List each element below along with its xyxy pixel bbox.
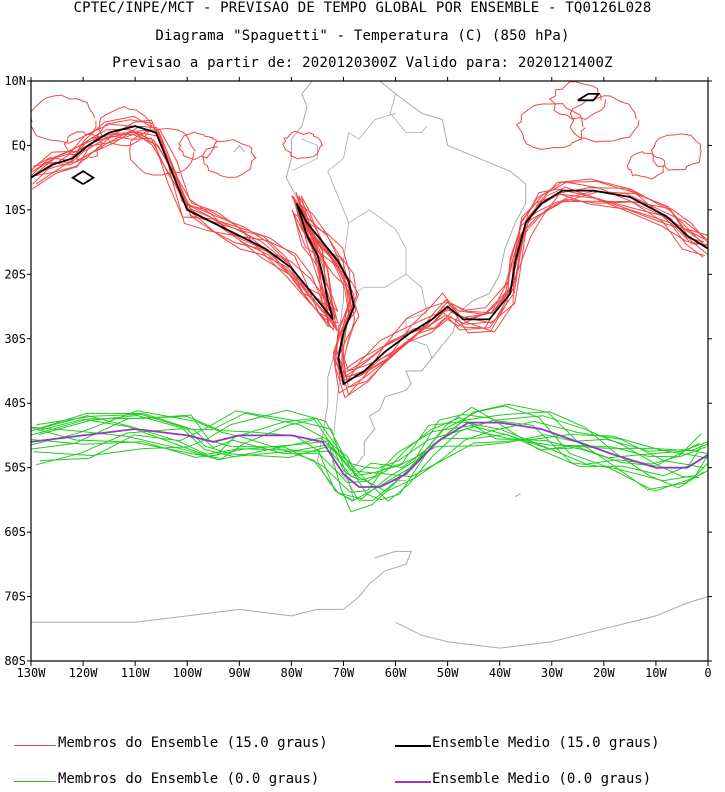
- chart-title-line-3: Previsao a partir de: 2020120300Z Valido…: [112, 55, 613, 71]
- ensemble-member-0-line: [33, 409, 704, 501]
- x-axis-tick-label: 0: [704, 666, 711, 680]
- ensemble-member-15-contour: [516, 103, 586, 150]
- ensemble-member-15-line: [33, 130, 708, 379]
- y-axis-tick-label: 30S: [4, 332, 26, 346]
- x-axis-tick-label: 30W: [541, 666, 563, 680]
- y-axis-tick-label: 10S: [4, 203, 26, 217]
- x-axis-tick-label: 20W: [593, 666, 615, 680]
- legend-label-members-0: Membros do Ensemble (0.0 graus): [58, 771, 320, 787]
- ensemble-member-15-line: [31, 131, 708, 375]
- ensemble-member-15-contour: [282, 130, 323, 160]
- y-axis-tick-label: 80S: [4, 654, 26, 668]
- x-axis-tick-label: 60W: [385, 666, 407, 680]
- ensemble-member-15-contour: [626, 151, 666, 180]
- ensemble-member-0-line: [31, 410, 703, 500]
- ensemble-member-0-line: [31, 412, 700, 484]
- ensemble-mean-15-line: [31, 125, 708, 386]
- ensemble-member-0-line: [35, 405, 708, 513]
- x-axis-tick-label: 110W: [121, 666, 151, 680]
- ensemble-mean-15-line: [70, 170, 96, 185]
- ensemble-member-15-contour: [63, 131, 104, 161]
- y-axis-tick-label: 70S: [4, 590, 26, 604]
- ensemble-member-0-line: [31, 415, 700, 502]
- land-outline: [395, 596, 708, 649]
- ensemble-member-15-contour: [178, 131, 218, 160]
- x-axis-tick-label: 80W: [281, 666, 303, 680]
- land-outline: [394, 473, 406, 482]
- ensemble-member-15-contour: [31, 94, 97, 144]
- ensemble-member-15-line: [35, 128, 704, 388]
- land-outline: [515, 492, 521, 498]
- legend-swatch-members-0: [14, 781, 56, 782]
- x-axis-tick-label: 100W: [173, 666, 203, 680]
- x-axis-tick-label: 70W: [333, 666, 355, 680]
- ensemble-member-15-contour: [202, 138, 257, 178]
- legend-label-mean-0: Ensemble Medio (0.0 graus): [432, 771, 652, 787]
- legend-swatch-members-15: [14, 745, 56, 746]
- ensemble-mean-15-line: [577, 93, 601, 102]
- plot-frame: [30, 80, 709, 662]
- y-axis-tick-label: EQ: [12, 138, 26, 152]
- land-outline: [369, 81, 396, 82]
- ensemble-member-15-contour: [569, 95, 640, 143]
- legend-label-mean-15: Ensemble Medio (15.0 graus): [432, 735, 660, 751]
- y-axis-tick-label: 50S: [4, 461, 26, 475]
- ensemble-member-15-contour: [650, 133, 702, 171]
- ensemble-member-15-line: [35, 133, 705, 372]
- chart-title-line-2: Diagrama "Spaguetti" - Temperatura (C) (…: [155, 28, 570, 44]
- land-outline: [233, 144, 245, 153]
- country-border: [327, 112, 396, 262]
- y-axis-tick-label: 20S: [4, 267, 26, 281]
- country-border: [291, 138, 318, 172]
- y-axis-tick-label: 40S: [4, 396, 26, 410]
- ensemble-member-0-line: [39, 415, 708, 477]
- y-axis-tick-label: 60S: [4, 525, 26, 539]
- legend-swatch-mean-0: [395, 781, 431, 783]
- legend-swatch-mean-15: [395, 745, 431, 747]
- x-axis-tick-label: 10W: [645, 666, 667, 680]
- ensemble-member-15-line: [31, 135, 708, 375]
- ensemble-mean-0-line: [31, 421, 708, 488]
- ensemble-member-0-line: [36, 413, 707, 469]
- ensemble-member-15-line: [32, 123, 706, 387]
- ensemble-members-layer: [31, 81, 708, 513]
- ensemble-member-15-contour: [98, 105, 153, 147]
- legend-label-members-15: Membros do Ensemble (15.0 graus): [58, 735, 328, 751]
- x-axis-tick-label: 120W: [69, 666, 99, 680]
- y-axis-tick-label: 10N: [4, 74, 26, 88]
- ensemble-member-15-line: [31, 119, 708, 399]
- x-axis-tick-label: 130W: [17, 666, 47, 680]
- country-border: [348, 209, 407, 295]
- axes-layer: 130W 120W 110W 100W 90W 80W 70W 60W 50W 40W 30W 20W…: [4, 74, 712, 680]
- ensemble-member-15-contour: [548, 81, 607, 120]
- ensemble-member-15-line: [31, 125, 708, 382]
- x-axis-tick-label: 50W: [437, 666, 459, 680]
- ensemble-member-15-line: [35, 115, 704, 396]
- ensemble-mean-layer: [31, 93, 708, 488]
- ensemble-member-15-contour: [129, 127, 196, 176]
- chart-title-line-1: CPTEC/INPE/MCT - PREVISAO DE TEMPO GLOBA…: [73, 0, 652, 16]
- x-axis-tick-label: 90W: [228, 666, 250, 680]
- ensemble-member-15-line: [31, 119, 708, 394]
- land-outline: [31, 550, 412, 623]
- country-border: [389, 93, 428, 133]
- x-axis-tick-label: 40W: [489, 666, 511, 680]
- ensemble-member-15-line: [31, 129, 708, 379]
- ensemble-member-15-line: [33, 132, 705, 378]
